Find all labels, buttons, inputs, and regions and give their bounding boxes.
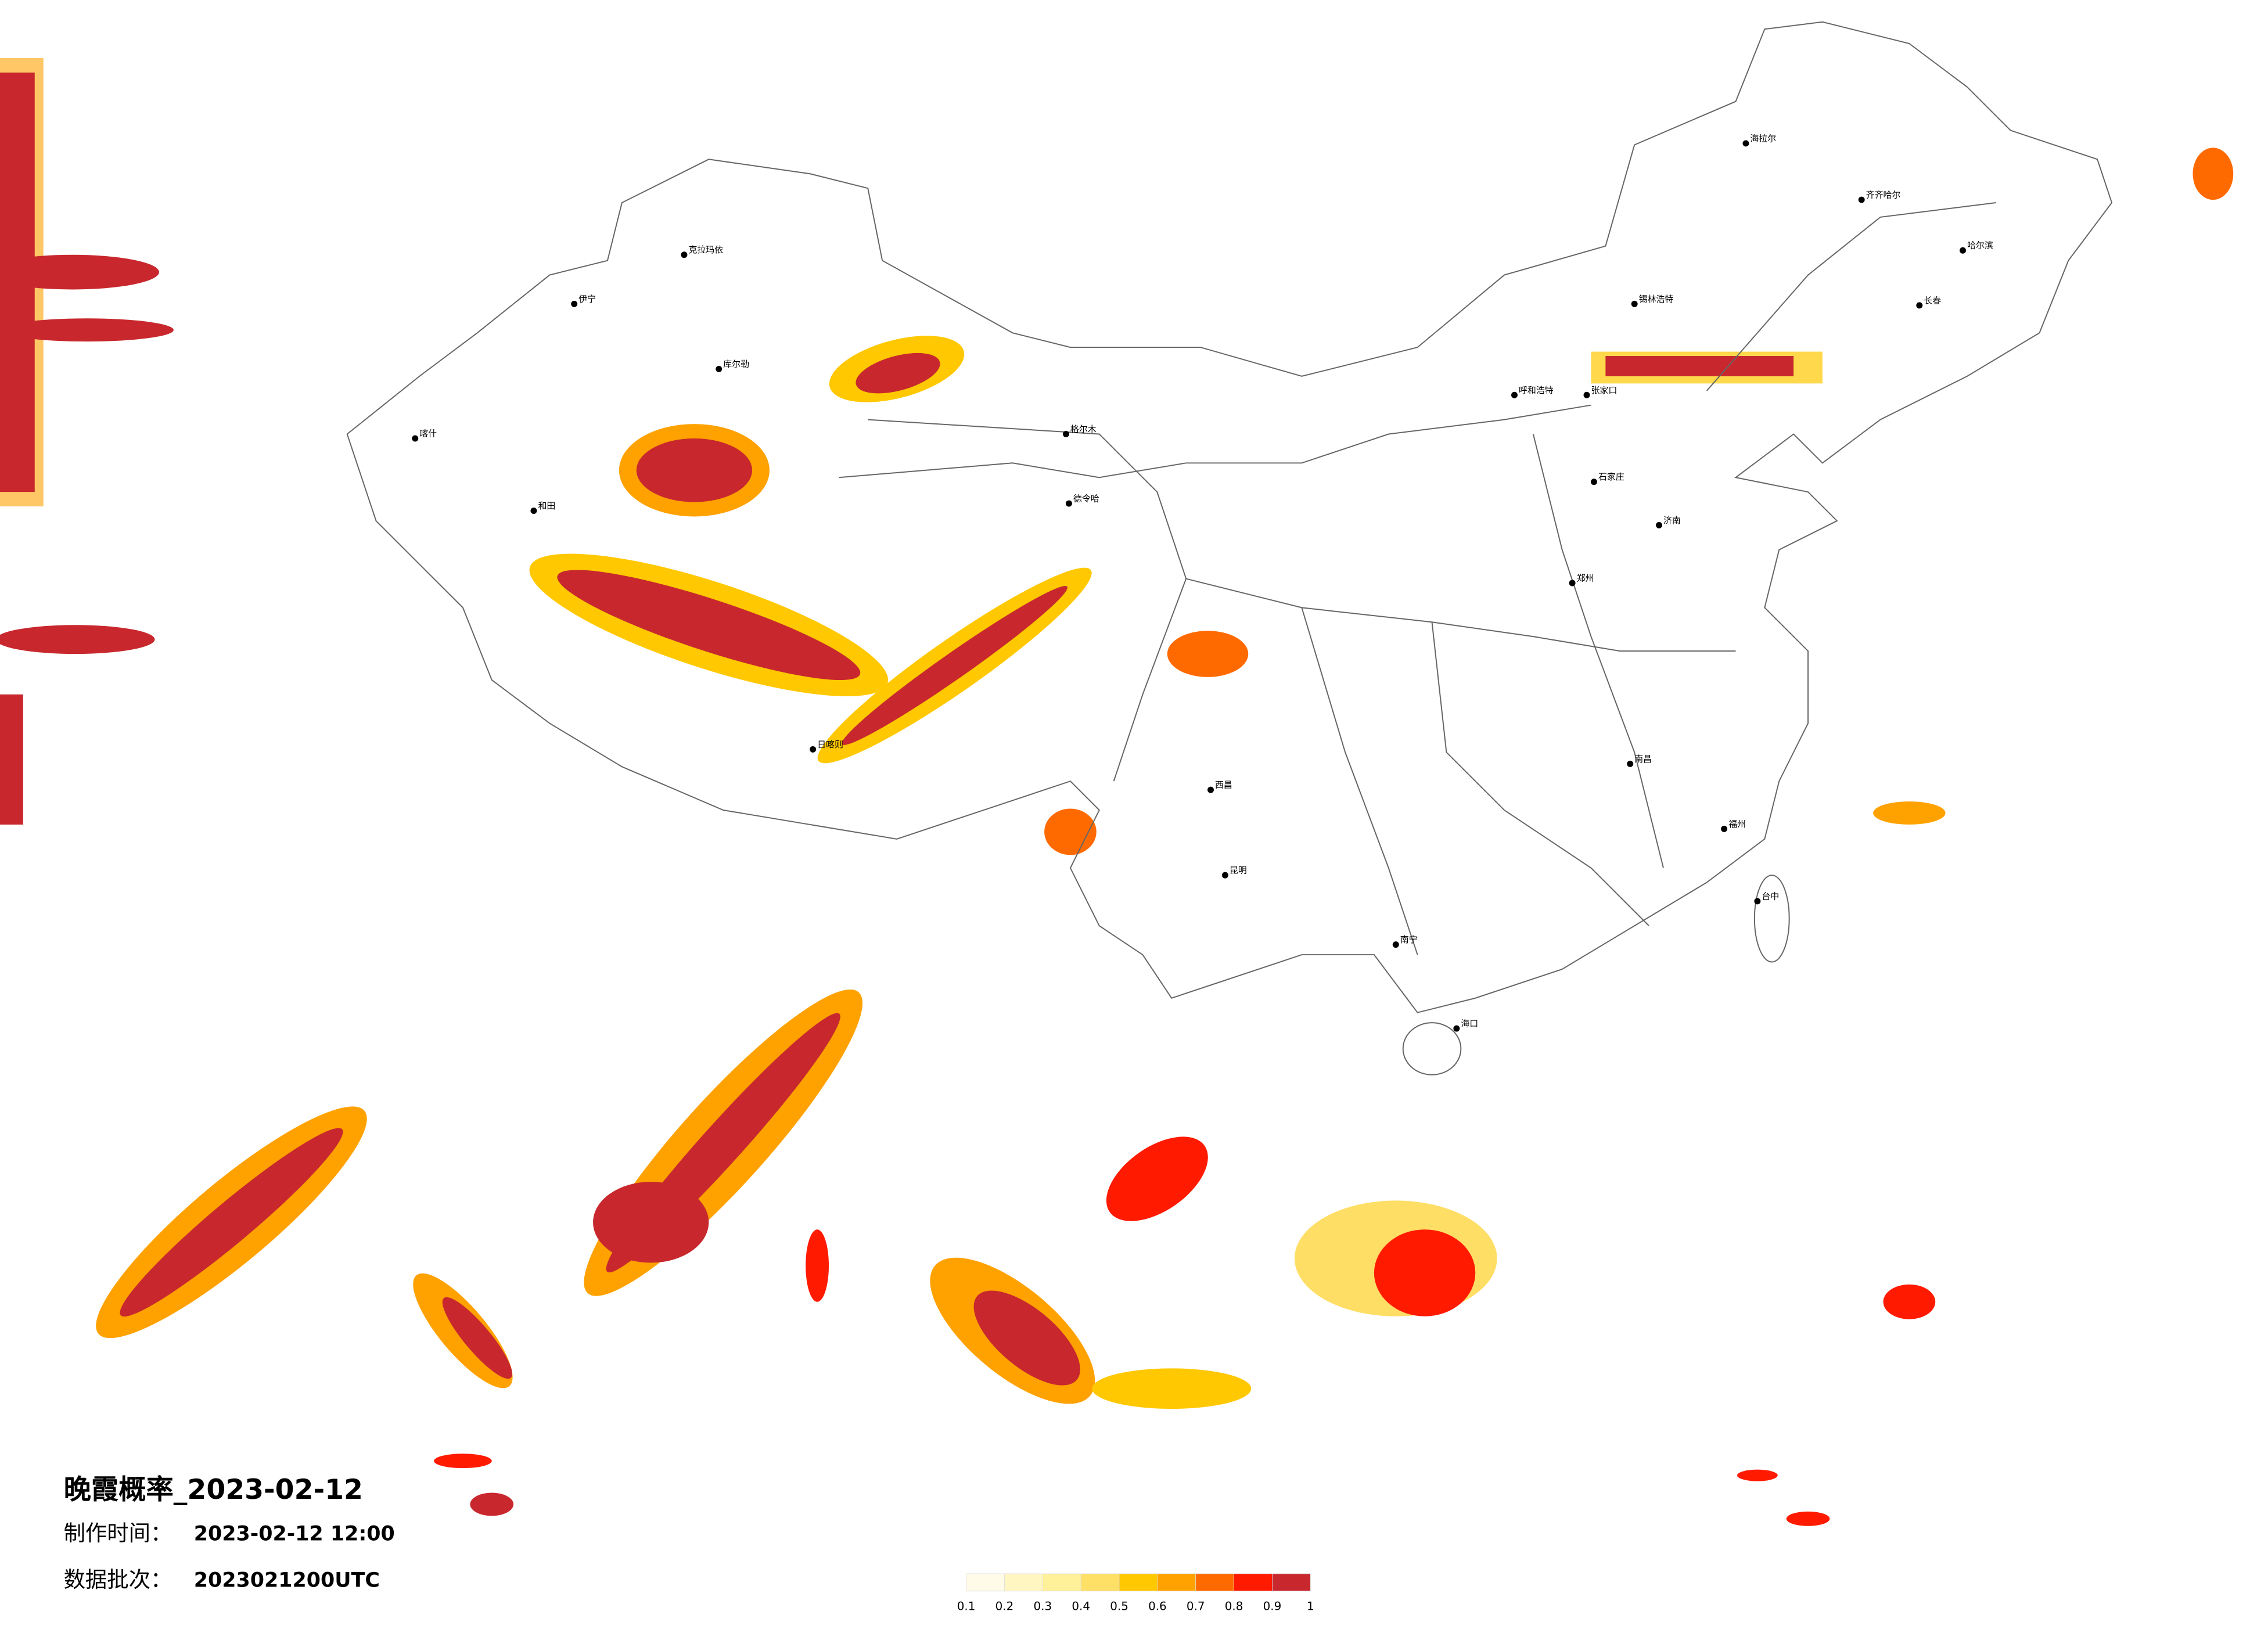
city-dot (716, 365, 723, 372)
city-dot (1627, 760, 1634, 767)
city-dot (1590, 479, 1597, 485)
city-dot (571, 300, 578, 307)
city-label: 锡林浩特 (1639, 294, 1674, 304)
city-dot (1511, 391, 1518, 398)
city-dot (1858, 196, 1865, 203)
city-label: 库尔勒 (723, 359, 749, 369)
city-dot (1065, 500, 1072, 507)
legend-tick-label: 0.3 (1033, 1600, 1052, 1613)
city-label: 喀什 (419, 429, 437, 439)
city-label: 哈尔滨 (1967, 240, 1993, 251)
city-dot (1221, 872, 1228, 879)
legend-swatch (1234, 1573, 1273, 1592)
city-label: 日喀则 (817, 739, 843, 750)
city-dot (681, 251, 688, 258)
map-title: 晚霞概率_2023-02-12 (64, 1474, 363, 1506)
legend-swatch (1195, 1573, 1234, 1592)
legend: 0.1 0.2 0.3 0.4 0.5 0.6 0.7 0.8 0.9 1 (957, 1573, 1314, 1613)
probability-field (0, 57, 2234, 1526)
legend-swatch (1119, 1573, 1158, 1592)
legend-tick-label: 0.7 (1187, 1600, 1205, 1613)
city-label: 石家庄 (1598, 472, 1624, 482)
legend-tick-label: 0.6 (1148, 1600, 1167, 1613)
city-label: 德令哈 (1073, 494, 1099, 504)
city-dot (1569, 580, 1576, 587)
info-label: 制作时间： (64, 1520, 172, 1546)
legend-tick-label: 0.1 (957, 1600, 976, 1613)
legend-tick-label: 1 (1307, 1600, 1314, 1613)
info-value: 2023021200UTC (194, 1569, 380, 1592)
city-dot (530, 508, 537, 514)
legend-swatch (1080, 1573, 1120, 1592)
city-dot (412, 435, 419, 442)
legend-tick-label: 0.2 (995, 1600, 1014, 1613)
city-dot (1062, 431, 1069, 437)
city-label: 昆明 (1230, 865, 1247, 876)
city-label: 西昌 (1215, 780, 1232, 790)
city-label: 福州 (1728, 819, 1746, 829)
city-dot (1960, 247, 1966, 254)
city-label: 济南 (1663, 515, 1681, 526)
city-dot (1392, 941, 1399, 948)
city-dot (810, 746, 817, 753)
legend-swatch (1004, 1573, 1043, 1592)
city-label: 长春 (1924, 295, 1941, 305)
city-label: 台中 (1762, 891, 1779, 901)
city-label: 海口 (1461, 1019, 1478, 1029)
city-label: 海拉尔 (1750, 133, 1776, 143)
city-dot (1916, 302, 1923, 309)
legend-tick-label: 0.8 (1225, 1600, 1243, 1613)
city-dot (1754, 898, 1761, 905)
city-label: 张家口 (1591, 385, 1617, 395)
info: 制作时间： 2023-02-12 12:00 数据批次： 2023021200UTC (64, 1520, 395, 1592)
legend-tick-label: 0.5 (1110, 1600, 1128, 1613)
city-label: 克拉玛依 (688, 244, 723, 255)
city-label: 伊宁 (578, 294, 596, 304)
city-label: 南宁 (1400, 934, 1418, 945)
city-label: 和田 (538, 501, 555, 511)
city-label: 南昌 (1634, 754, 1652, 764)
city-dot (1631, 300, 1638, 307)
legend-swatch (1042, 1573, 1081, 1592)
city-dot (1453, 1025, 1460, 1032)
info-value: 2023-02-12 12:00 (194, 1523, 395, 1546)
legend-swatch (966, 1573, 1005, 1592)
city-dot (1583, 391, 1590, 398)
city-label: 呼和浩特 (1519, 385, 1554, 395)
legend-swatch (1272, 1573, 1311, 1592)
city-label: 郑州 (1577, 573, 1594, 584)
city-dot (1742, 140, 1749, 147)
info-label: 数据批次： (64, 1567, 172, 1592)
boundaries (346, 21, 2113, 1075)
city-dot (1656, 521, 1663, 528)
city-dot (1207, 786, 1214, 793)
city-label: 齐齐哈尔 (1866, 190, 1901, 200)
city-dot (1721, 825, 1728, 832)
legend-tick-label: 0.4 (1072, 1600, 1090, 1613)
legend-tick-label: 0.9 (1263, 1600, 1282, 1613)
legend-swatch (1157, 1573, 1196, 1592)
city-label: 格尔木 (1070, 424, 1097, 434)
